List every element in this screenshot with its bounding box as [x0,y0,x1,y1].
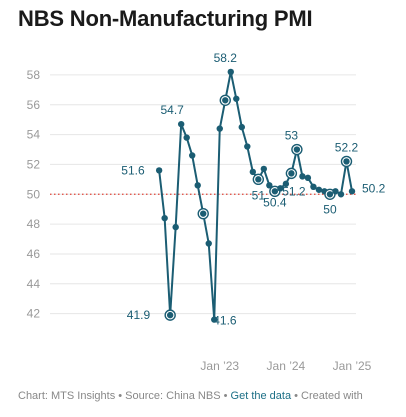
data-point [183,134,190,141]
data-point [216,125,223,132]
footer-credit: Chart: MTS Insights [18,390,116,402]
data-point [222,97,229,104]
data-point [266,182,273,189]
y-tick-label: 50 [27,187,41,201]
y-tick-label: 54 [27,128,41,142]
data-label: 41.6 [213,314,237,328]
data-point [260,165,268,173]
data-point [189,152,196,159]
data-point [238,123,245,131]
data-point [205,240,212,247]
get-the-data-link[interactable]: Get the data [230,390,292,402]
data-points [155,68,356,323]
data-point [200,210,207,217]
footer-separator: • [220,390,231,402]
footer-separator: • [115,390,126,402]
data-label: 50 [323,202,337,216]
data-point [194,182,201,189]
footer-created-with: Created with [301,390,363,402]
data-point [177,120,185,128]
data-point [277,185,284,192]
data-label: 50.4 [263,195,287,209]
data-point [348,188,356,195]
footer-separator: • [291,390,302,402]
data-label: 50.2 [362,181,386,195]
y-tick-label: 58 [27,68,41,82]
footer-source: Source: China NBS [125,390,221,402]
data-point [271,188,279,195]
data-point [332,188,339,195]
data-point [161,214,168,222]
data-point [227,68,234,76]
y-tick-label: 42 [27,307,41,321]
data-point [233,95,240,102]
x-axis: Jan ’23 Jan ’24 Jan ’25 [200,359,371,373]
data-point [337,191,345,198]
line-chart: 42 44 46 48 50 52 54 56 58 Jan ’23 Jan ’24 Jan ’25… [27,51,386,373]
data-point [293,146,301,153]
y-tick-label: 52 [27,157,41,171]
y-axis: 42 44 46 48 50 52 54 56 58 [27,68,41,321]
y-tick-label: 44 [27,277,41,291]
data-point [326,191,334,198]
data-point [299,173,306,180]
data-point [244,143,251,150]
data-point [255,176,262,183]
data-label: 51.6 [121,163,145,177]
data-point [155,167,163,174]
data-point [310,183,317,191]
data-point [172,223,179,231]
chart-title: NBS Non-Manufacturing PMI [18,6,313,31]
data-label: 53 [285,129,299,143]
data-label: 41.9 [127,308,151,322]
data-point [249,168,257,176]
gridlines [50,74,356,315]
data-point [315,186,323,193]
y-tick-label: 46 [27,247,41,261]
data-point [343,158,350,165]
y-tick-label: 48 [27,217,41,231]
data-label: 54.7 [160,103,184,117]
data-point [288,170,295,177]
chart-footer: Chart: MTS Insights • Source: China NBS … [18,390,363,402]
x-tick-label: Jan ’23 [200,359,239,373]
data-point [282,180,290,188]
y-tick-label: 56 [27,98,41,112]
data-label: 58.2 [214,51,238,65]
x-tick-label: Jan ’24 [267,359,306,373]
data-point [304,174,312,182]
data-label: 52.2 [335,140,359,154]
data-point [211,316,218,323]
data-point [166,311,174,319]
x-tick-label: Jan ’25 [333,359,372,373]
data-label: 51 [252,188,266,202]
data-label: 51.2 [282,184,306,198]
